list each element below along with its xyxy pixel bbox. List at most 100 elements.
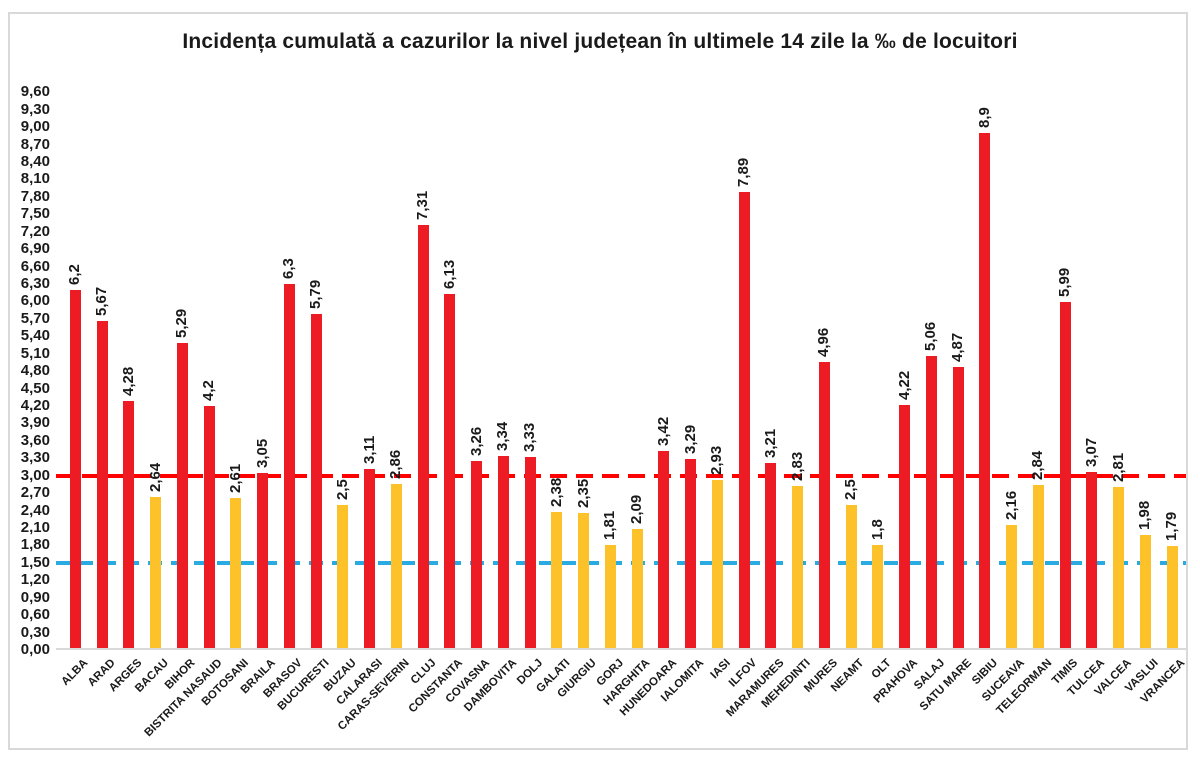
bar-maramures: [765, 463, 777, 648]
bar-alba: [69, 289, 81, 648]
y-tick-label: 1,50: [20, 553, 50, 571]
bar-satu-mare: [952, 367, 964, 648]
bar-value-label: 3,34: [494, 421, 512, 451]
bar-value-label: 3,21: [761, 429, 779, 459]
bar-ialomita: [685, 458, 697, 648]
y-tick-label: 2,70: [20, 484, 50, 502]
y-tick-label: 2,10: [20, 518, 50, 536]
bar-bihor: [176, 342, 188, 648]
y-tick-label: 9,00: [20, 118, 50, 136]
bar-value-label: 2,38: [547, 477, 565, 507]
bar-value-label: 3,29: [681, 424, 699, 454]
bar-giurgiu: [578, 513, 590, 648]
bar-dambovita: [497, 455, 509, 648]
bar-value-label: 4,2: [200, 380, 218, 401]
bar-value-label: 2,64: [146, 462, 164, 492]
bar-value-label: 3,42: [654, 417, 672, 447]
x-axis-line: [56, 648, 1186, 650]
bar-value-label: 3,07: [1082, 437, 1100, 467]
bar-sibiu: [979, 132, 991, 648]
bar-value-label: 2,93: [708, 445, 726, 475]
bar-value-label: 6,13: [440, 259, 458, 289]
bar-botosani: [230, 498, 242, 648]
bar-galati: [551, 511, 563, 648]
bar-cluj: [417, 225, 429, 648]
red-dashed-line: [56, 473, 1186, 478]
bar-value-label: 7,31: [414, 191, 432, 221]
bar-valcea: [1113, 486, 1125, 648]
bar-value-label: 2,83: [788, 451, 806, 481]
bar-vrancea: [1166, 546, 1178, 648]
bar-neamt: [845, 504, 857, 648]
chart-title: Incidența cumulată a cazurilor la nivel …: [182, 30, 1018, 53]
bar-value-label: 5,79: [307, 279, 325, 309]
bar-value-label: 5,99: [1056, 267, 1074, 297]
bar-value-label: 4,22: [895, 370, 913, 400]
y-tick-label: 5,70: [20, 309, 50, 327]
bar-value-label: 4,96: [815, 327, 833, 357]
bar-value-label: 3,05: [253, 438, 271, 468]
bar-gorj: [604, 544, 616, 648]
y-tick-label: 2,40: [20, 501, 50, 519]
y-tick-label: 3,90: [20, 414, 50, 432]
bar-value-label: 1,8: [868, 519, 886, 541]
bar-buzau: [337, 504, 349, 648]
bar-value-label: 2,81: [1109, 452, 1127, 482]
y-tick-label: 7,80: [20, 187, 50, 205]
bar-value-label: 3,33: [521, 422, 539, 452]
bar-value-label: 3,11: [360, 435, 378, 465]
bar-arges: [123, 401, 135, 648]
y-tick-label: 8,40: [20, 152, 50, 170]
y-tick-label: 1,20: [20, 571, 50, 589]
bar-value-label: 4,28: [119, 367, 137, 397]
bar-value-label: 5,06: [922, 321, 940, 351]
bar-value-label: 6,3: [280, 258, 298, 279]
y-tick-label: 0,90: [20, 588, 50, 606]
y-tick-label: 3,30: [20, 449, 50, 467]
bar-harghita: [631, 528, 643, 648]
y-tick-label: 8,70: [20, 135, 50, 153]
y-tick-label: 8,10: [20, 170, 50, 188]
blue-dashed-line: [56, 560, 1186, 565]
bar-value-label: 7,89: [735, 157, 753, 187]
bar-value-label: 2,35: [574, 479, 592, 509]
bar-value-label: 1,98: [1136, 500, 1154, 530]
bar-value-label: 3,26: [467, 426, 485, 456]
bar-braila: [257, 472, 269, 648]
bar-calarasi: [364, 469, 376, 648]
bar-olt: [872, 545, 884, 648]
bar-timis: [1059, 301, 1071, 648]
bar-value-label: 2,16: [1002, 490, 1020, 520]
bar-value-label: 8,9: [975, 107, 993, 128]
y-tick-label: 6,00: [20, 292, 50, 310]
bar-dolj: [524, 456, 536, 648]
bar-caras-severin: [390, 483, 402, 648]
bar-mures: [818, 361, 830, 648]
bar-bistrita-nasaud: [203, 405, 215, 648]
bar-mehedinti: [792, 485, 804, 648]
bar-value-label: 2,86: [387, 449, 405, 479]
bar-covasna: [471, 460, 483, 648]
bar-value-label: 2,84: [1029, 450, 1047, 480]
bar-brasov: [283, 283, 295, 648]
bar-suceava: [1006, 524, 1018, 648]
y-tick-label: 9,60: [20, 83, 50, 101]
y-tick-label: 6,30: [20, 274, 50, 292]
bar-value-label: 4,87: [949, 332, 967, 363]
bar-teleorman: [1032, 484, 1044, 648]
y-tick-label: 7,20: [20, 222, 50, 240]
bar-iasi: [711, 479, 723, 648]
bar-value-label: 5,29: [173, 308, 191, 338]
bar-value-label: 2,09: [628, 494, 646, 524]
bar-prahova: [899, 404, 911, 648]
bar-value-label: 2,5: [333, 478, 351, 500]
bar-value-label: 1,81: [601, 510, 619, 540]
bar-vaslui: [1139, 534, 1151, 648]
bar-arad: [96, 320, 108, 648]
y-tick-label: 6,90: [20, 240, 50, 258]
bar-salaj: [925, 356, 937, 648]
y-tick-label: 3,60: [20, 431, 50, 449]
y-tick-label: 4,50: [20, 379, 50, 397]
y-tick-label: 9,30: [20, 100, 50, 118]
